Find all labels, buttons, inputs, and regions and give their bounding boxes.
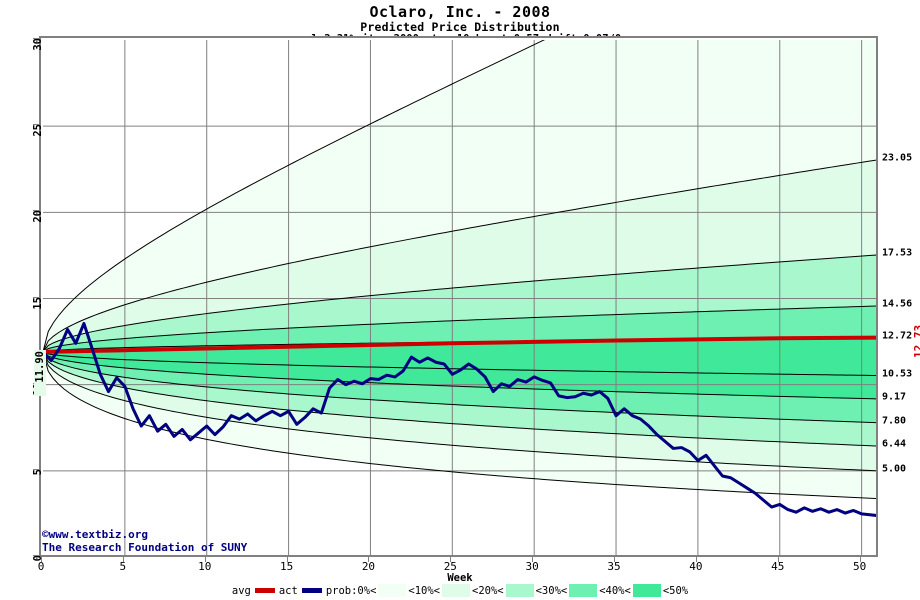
legend-band-20: <20%<: [472, 584, 504, 597]
plot-area: [39, 36, 878, 557]
y-tick-mark: [33, 468, 39, 470]
x-tick-mark: [532, 557, 534, 562]
right-label-9.17: 9.17: [882, 391, 907, 403]
right-label-14.56: 14.56: [882, 298, 913, 310]
legend-band-50: <50%: [662, 584, 689, 597]
legend-act-label: act: [278, 584, 298, 597]
plot-clip: [41, 38, 876, 555]
right-label-12.72: 12.72: [882, 330, 913, 342]
y-tick-mark: [33, 210, 39, 212]
x-tick-mark: [368, 557, 370, 562]
x-tick-mark: [450, 557, 452, 562]
x-tick-50: 50: [853, 560, 867, 573]
legend-avg-line-swatch: [254, 588, 275, 593]
x-tick-mark: [695, 557, 697, 562]
right-label-23.05: 23.05: [882, 152, 913, 164]
credit-text: ©www.textbiz.org The Research Foundation…: [42, 528, 247, 554]
x-tick-30: 30: [525, 560, 539, 573]
y-tick-15: 15: [32, 296, 44, 310]
x-tick-20: 20: [361, 560, 376, 573]
right-label-17.53: 17.53: [882, 247, 913, 259]
legend-act-line-swatch: [301, 588, 322, 593]
right-label-10.53: 10.53: [882, 368, 913, 380]
legend-band-30: <30%<: [535, 584, 568, 597]
y-tick-mark: [33, 38, 39, 39]
x-tick-mark: [859, 557, 861, 562]
right-label-6.44: 6.44: [882, 438, 907, 450]
chart-title: Oclaro, Inc. - 2008: [369, 3, 551, 21]
credit-line-2: The Research Foundation of SUNY: [42, 541, 248, 554]
chart-subtitle: Predicted Price Distribution: [360, 20, 560, 34]
right-label-5.00: 5.00: [882, 463, 907, 475]
legend-band-10: <10%<: [408, 584, 440, 597]
y-tick-mark: [33, 124, 39, 126]
legend-swatch-0-10: [378, 584, 407, 597]
y-tick-mark: [33, 555, 39, 556]
y-tick-5: 5: [32, 468, 44, 476]
x-tick-15: 15: [279, 560, 294, 573]
x-tick-25: 25: [443, 560, 457, 573]
y-tick-30: 30: [32, 38, 44, 51]
x-tick-mark: [286, 557, 288, 562]
chart-legend: avg act prob:0%< <10%< <20%< <30%< <40%<…: [0, 584, 920, 597]
x-tick-35: 35: [607, 560, 621, 573]
x-tick-mark: [122, 557, 124, 562]
x-tick-mark: [777, 557, 779, 562]
legend-prob-label: prob:0%<: [325, 584, 377, 597]
plot-canvas: [43, 40, 876, 555]
x-tick-40: 40: [689, 560, 703, 573]
legend-avg-label: avg: [231, 584, 251, 597]
y-tick-25: 25: [32, 124, 44, 137]
credit-line-1: ©www.textbiz.org: [42, 528, 148, 541]
y-tick-20: 20: [32, 210, 44, 223]
legend-band-40: <40%<: [599, 584, 631, 597]
y-tick-mark: [33, 296, 39, 298]
right-label-7.80: 7.80: [882, 415, 907, 427]
x-tick-45: 45: [771, 560, 785, 573]
legend-swatch-20-30: [505, 584, 534, 597]
x-tick-5: 5: [119, 560, 127, 573]
x-tick-0: 0: [37, 560, 45, 573]
x-tick-mark: [41, 557, 42, 562]
legend-swatch-30-40: [569, 584, 598, 597]
x-tick-10: 10: [198, 560, 212, 573]
legend-swatch-40-50: [632, 584, 661, 597]
x-tick-mark: [204, 557, 206, 562]
x-axis-label: Week: [447, 572, 473, 584]
current-price-right-label: 12.73: [912, 324, 920, 358]
legend-swatch-10-20: [442, 584, 470, 597]
current-price-label: 11.90: [34, 349, 46, 396]
x-tick-mark: [614, 557, 616, 562]
